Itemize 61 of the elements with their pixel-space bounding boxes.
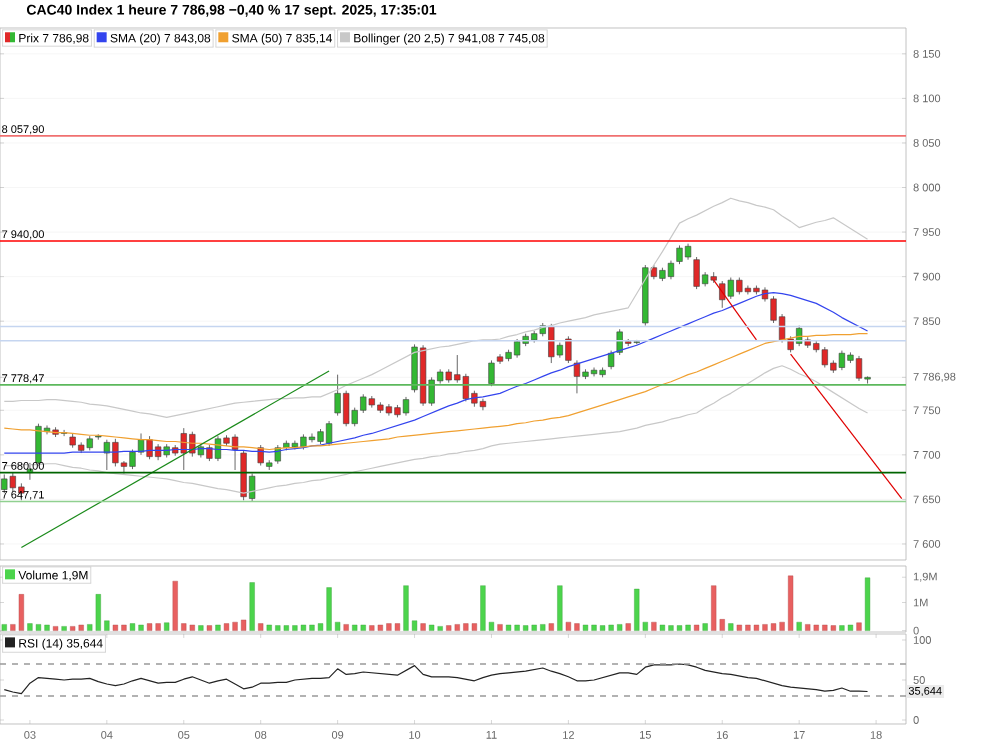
bar <box>360 624 366 631</box>
bar <box>146 623 153 631</box>
bar <box>129 623 136 631</box>
candlestick <box>838 350 846 371</box>
bar <box>471 623 477 631</box>
candlestick <box>488 359 495 387</box>
bar <box>35 624 42 631</box>
bar <box>206 625 213 631</box>
bar <box>625 623 631 631</box>
bar <box>557 585 563 631</box>
bar <box>728 623 734 631</box>
bar <box>18 594 24 631</box>
candlestick <box>513 338 521 359</box>
bar <box>1 624 7 631</box>
bar <box>258 623 264 631</box>
bar <box>659 624 666 631</box>
bar <box>300 624 307 631</box>
bar <box>847 624 854 631</box>
bar <box>189 624 195 631</box>
bar <box>198 625 204 631</box>
bar <box>676 625 683 631</box>
bar <box>352 624 358 631</box>
bar <box>582 624 589 631</box>
candlestick <box>496 353 504 365</box>
bar <box>770 623 777 631</box>
bar <box>343 624 349 631</box>
bar <box>420 623 426 631</box>
candlestick <box>608 350 615 370</box>
bar <box>369 625 375 631</box>
bar <box>651 621 657 631</box>
candlestick <box>479 398 487 411</box>
bar <box>711 585 717 631</box>
bar <box>599 625 606 631</box>
bar <box>702 623 708 631</box>
candlestick <box>667 260 675 280</box>
bar <box>548 623 554 631</box>
candlestick <box>231 433 239 471</box>
candlestick <box>573 359 581 394</box>
bar <box>505 624 512 631</box>
bar <box>429 624 435 631</box>
bar <box>805 624 811 631</box>
candlestick <box>402 396 410 417</box>
bar <box>753 624 760 631</box>
bar <box>634 588 640 631</box>
bar <box>249 582 255 631</box>
bar <box>223 623 230 631</box>
bar <box>155 623 161 631</box>
bar <box>446 625 452 631</box>
candlestick <box>855 355 863 382</box>
bar <box>856 622 862 631</box>
candlestick <box>1 474 8 494</box>
bar <box>796 621 802 631</box>
bar <box>394 623 401 631</box>
bar <box>215 624 221 631</box>
bar <box>830 625 836 631</box>
bar <box>497 624 503 631</box>
bar <box>78 624 84 631</box>
bar <box>864 577 871 631</box>
bar <box>694 624 700 631</box>
candlestick <box>35 423 42 466</box>
bar <box>164 622 170 631</box>
